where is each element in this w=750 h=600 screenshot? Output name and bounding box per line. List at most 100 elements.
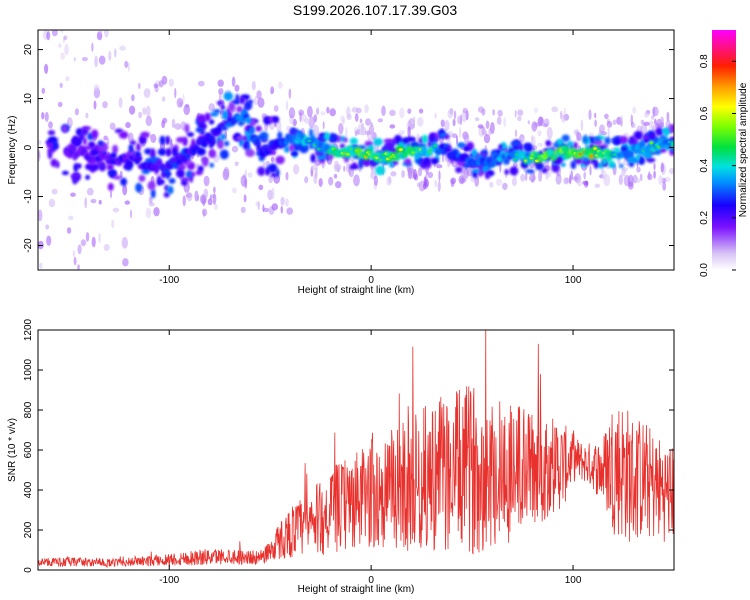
heatmap-cell <box>349 137 358 145</box>
heatmap-noise-cell <box>270 90 274 95</box>
snr-x-ticks: -100 0 100 <box>159 330 582 586</box>
heatmap-noise-cell <box>197 80 205 87</box>
heatmap-noise-cell <box>502 182 508 190</box>
heatmap-noise-cell <box>153 207 160 217</box>
heatmap-noise-cell <box>122 258 129 267</box>
heatmap-cell <box>349 164 360 170</box>
heatmap-noise-cell <box>72 250 76 258</box>
heatmap-noise-cell <box>213 186 216 194</box>
heatmap-noise-cell <box>202 208 208 217</box>
heatmap-ridge-cell <box>70 146 77 153</box>
heatmap-noise-cell <box>293 164 300 175</box>
heatmap-cell <box>504 169 510 175</box>
heatmap-noise-cell <box>599 124 605 133</box>
heatmap-cell <box>247 99 254 104</box>
heatmap-noise-cell <box>46 30 51 41</box>
heatmap-noise-cell <box>161 96 166 102</box>
heatmap-cell <box>222 110 229 121</box>
heatmap-noise-cell <box>70 192 76 197</box>
heatmap-noise-cell <box>258 184 264 191</box>
heatmap-noise-cell <box>51 30 58 37</box>
heatmap-noise-cell <box>45 224 50 230</box>
heatmap-cell <box>243 143 248 150</box>
heatmap-cell <box>553 142 559 148</box>
heatmap-noise-cell <box>304 176 309 184</box>
heatmap-peak-cell <box>513 158 518 161</box>
page-title: S199.2026.107.17.39.G03 <box>292 2 458 18</box>
heatmap-cell <box>609 163 616 169</box>
heatmap-noise-cell <box>48 198 56 208</box>
heatmap-cell <box>509 166 519 176</box>
heatmap-cell <box>140 131 150 138</box>
heatmap-noise-cell <box>660 116 664 127</box>
heatmap-noise-cell <box>603 174 611 187</box>
heatmap-noise-cell <box>569 174 572 185</box>
heatmap-noise-cell <box>44 111 49 122</box>
heatmap-ridge-cell <box>626 151 633 157</box>
heatmap-cell <box>471 169 481 174</box>
heatmap-cell <box>82 126 92 131</box>
heatmap-ridge-cell <box>92 150 99 156</box>
heatmap-noise-cell <box>41 87 46 94</box>
heatmap-noise-cell <box>666 111 670 122</box>
heatmap-noise-cell <box>353 174 360 187</box>
heatmap-noise-cell <box>232 187 237 194</box>
heatmap-noise-cell <box>103 244 110 251</box>
heatmap-cell <box>235 93 240 104</box>
heatmap-cell <box>107 182 114 191</box>
snr-y-tick-label: 600 <box>23 441 34 458</box>
heatmap-noise-cell <box>444 120 450 131</box>
heatmap-noise-cell <box>271 203 278 211</box>
heatmap-noise-cell <box>520 174 526 182</box>
heatmap-noise-cell <box>606 121 613 128</box>
heatmap-noise-cell <box>413 173 419 181</box>
heatmap-ridge-cell <box>317 141 325 148</box>
heatmap-noise-cell <box>65 30 67 31</box>
heatmap-noise-cell <box>174 123 182 130</box>
heatmap-noise-cell <box>434 179 437 188</box>
heatmap-noise-cell <box>423 183 427 190</box>
heatmap-peak-cell <box>649 141 654 145</box>
heatmap-noise-cell <box>44 63 49 74</box>
heatmap-cell <box>324 132 330 141</box>
heatmap-noise-cell <box>427 171 434 179</box>
heatmap-noise-cell <box>399 107 405 119</box>
heatmap-cell <box>421 134 429 144</box>
heatmap-noise-cell <box>373 175 378 186</box>
heatmap-noise-cell <box>652 106 656 117</box>
heatmap-noise-cell <box>600 131 607 136</box>
heatmap-noise-cell <box>401 170 405 178</box>
heatmap-cell <box>619 163 624 169</box>
heatmap-noise-cell <box>604 113 609 120</box>
heatmap-noise-cell <box>340 115 345 123</box>
heatmap-cell <box>602 158 607 166</box>
snr-plot-area <box>38 330 674 570</box>
heatmap-noise-cell <box>68 215 74 221</box>
heatmap-y-axis-label: Frequency (Hz) <box>7 116 18 185</box>
heatmap-cell <box>406 136 416 142</box>
heatmap-cell <box>573 141 578 150</box>
heatmap-cell <box>583 156 589 163</box>
heatmap-noise-cell <box>39 262 43 269</box>
heatmap-noise-cell <box>276 121 282 132</box>
heatmap-noise-cell <box>85 112 89 119</box>
heatmap-cell <box>257 166 266 176</box>
colorbar-ticks: 0.0 0.2 0.4 0.6 0.8 <box>699 54 736 277</box>
heatmap-cell <box>443 134 450 140</box>
heatmap-noise-cell <box>318 178 323 187</box>
heatmap-ridge-cell <box>421 145 428 152</box>
heatmap-noise-cell <box>549 142 556 149</box>
heatmap-noise-cell <box>496 116 502 126</box>
heatmap-noise-cell <box>38 240 44 250</box>
heatmap-noise-cell <box>182 195 186 207</box>
heatmap-cell <box>387 144 394 154</box>
heatmap-noise-cell <box>632 174 638 184</box>
heatmap-cell <box>310 153 316 163</box>
heatmap-noise-cell <box>124 200 130 205</box>
heatmap-noise-cell <box>370 122 373 127</box>
heatmap-noise-cell <box>234 84 240 92</box>
heatmap-noise-cell <box>256 90 262 99</box>
heatmap-noise-cell <box>343 165 346 172</box>
heatmap-ridge-cell <box>414 152 421 160</box>
heatmap-noise-cell <box>407 126 411 138</box>
